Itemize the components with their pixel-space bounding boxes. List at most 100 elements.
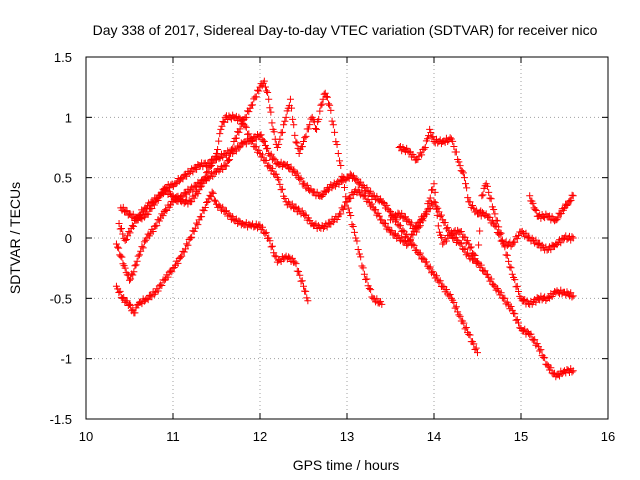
data-point [114, 243, 122, 251]
data-point [131, 262, 139, 270]
data-point [198, 182, 206, 190]
data-point [341, 202, 349, 210]
data-point [419, 217, 427, 225]
x-tick-label: 13 [340, 429, 354, 444]
x-tick-label: 11 [166, 429, 180, 444]
data-point [353, 175, 361, 183]
data-point [403, 241, 411, 249]
data-point [456, 162, 464, 170]
data-point [568, 293, 576, 301]
data-point [359, 264, 367, 272]
data-point [115, 289, 123, 297]
data-point [337, 161, 345, 169]
data-point [174, 259, 182, 267]
data-point [116, 225, 124, 233]
data-point [568, 233, 576, 241]
data-point [367, 187, 375, 195]
data-point [318, 100, 326, 108]
data-point [568, 368, 576, 376]
data-point [541, 354, 549, 362]
data-point [487, 195, 495, 203]
data-point [536, 347, 544, 355]
data-point [209, 189, 217, 197]
data-point [117, 252, 125, 260]
data-point [466, 198, 474, 206]
data-point [339, 205, 347, 213]
data-point [140, 238, 148, 246]
data-point [180, 248, 188, 256]
data-point [378, 216, 386, 224]
data-point [569, 367, 577, 375]
data-point [122, 236, 130, 244]
data-point [183, 240, 191, 248]
data-point [527, 330, 535, 338]
data-point [260, 137, 268, 145]
data-point [353, 237, 361, 245]
data-point [186, 234, 194, 242]
data-point [355, 250, 363, 258]
data-point [313, 188, 321, 196]
data-point [241, 122, 249, 130]
x-tick-label: 16 [601, 429, 615, 444]
data-point [554, 214, 562, 222]
data-point [563, 202, 571, 210]
data-point [158, 191, 166, 199]
data-point [292, 260, 300, 268]
data-point [410, 242, 418, 250]
x-tick-label: 14 [427, 429, 441, 444]
data-point [408, 219, 416, 227]
data-point [219, 117, 227, 125]
data-point [348, 221, 356, 229]
data-point [393, 214, 401, 222]
y-tick-label: -0.5 [50, 291, 72, 306]
data-point [193, 165, 201, 173]
data-point [336, 157, 344, 165]
data-point [252, 143, 260, 151]
data-point [162, 206, 170, 214]
data-point [438, 233, 446, 241]
data-point [547, 246, 555, 254]
data-point [423, 258, 431, 266]
y-tick-label: 1 [65, 110, 72, 125]
data-point [265, 95, 273, 103]
series-trace-3 [112, 77, 386, 308]
data-point [435, 278, 443, 286]
data-point [472, 344, 480, 352]
data-point [553, 216, 561, 224]
data-point [423, 135, 431, 143]
data-point [450, 299, 458, 307]
data-point [332, 138, 340, 146]
data-point [210, 196, 218, 204]
data-point [298, 143, 306, 151]
data-point [181, 245, 189, 253]
data-point [313, 125, 321, 133]
series-trace-7 [526, 191, 577, 225]
data-point [271, 156, 279, 164]
data-point [204, 168, 212, 176]
data-point [190, 194, 198, 202]
data-point [426, 263, 434, 271]
data-point [260, 77, 268, 85]
data-point [296, 175, 304, 183]
data-point [139, 244, 147, 252]
series-trace-4 [117, 111, 577, 381]
data-point [486, 213, 494, 221]
data-point [194, 221, 202, 229]
data-point [459, 169, 467, 177]
data-point [431, 188, 439, 196]
data-point [148, 205, 156, 213]
data-point [432, 203, 440, 211]
data-point [130, 222, 138, 230]
series-trace-2 [112, 188, 312, 317]
data-point [432, 272, 440, 280]
data-point [455, 158, 463, 166]
data-point [285, 253, 293, 261]
data-point [383, 201, 391, 209]
data-point [249, 137, 257, 145]
data-point [200, 177, 208, 185]
data-point [322, 92, 330, 100]
data-point [564, 201, 572, 209]
x-axis-label: GPS time / hours [293, 457, 400, 473]
data-point [262, 229, 270, 237]
data-point [350, 228, 358, 236]
